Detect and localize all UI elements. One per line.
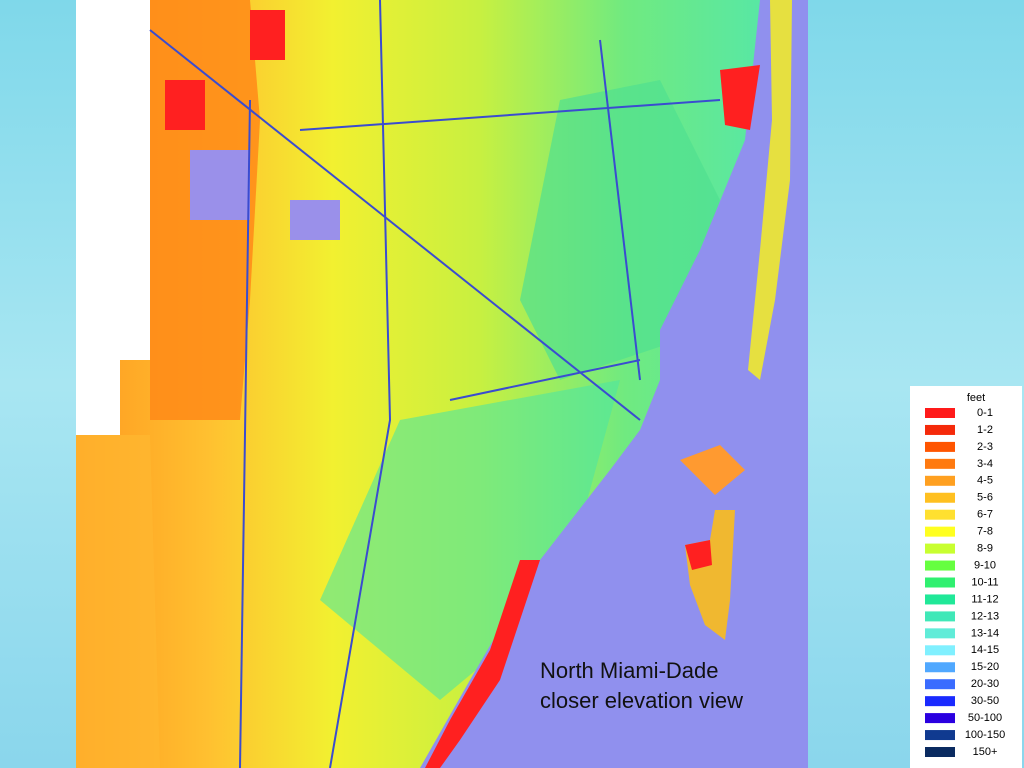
legend-label: 6-7 bbox=[977, 509, 993, 521]
legend-label: 7-8 bbox=[977, 526, 993, 538]
green-zone bbox=[520, 80, 720, 380]
lake bbox=[290, 200, 340, 240]
caption: North Miami-Dade bbox=[540, 658, 719, 683]
legend-label: 0-1 bbox=[977, 407, 993, 419]
legend-swatch bbox=[925, 747, 955, 757]
legend-swatch bbox=[925, 679, 955, 690]
legend-label: 50-100 bbox=[968, 712, 1002, 724]
legend-title: feet bbox=[967, 392, 985, 404]
green-south bbox=[320, 380, 620, 700]
legend-swatch bbox=[925, 475, 955, 486]
legend-label: 12-13 bbox=[971, 610, 999, 622]
legend-swatch bbox=[925, 441, 955, 452]
red-patch bbox=[165, 80, 205, 130]
legend-swatch bbox=[925, 509, 955, 520]
legend-label: 2-3 bbox=[977, 441, 993, 453]
legend-label: 20-30 bbox=[971, 678, 999, 690]
legend-label: 9-10 bbox=[974, 559, 996, 571]
legend-label: 15-20 bbox=[971, 661, 999, 673]
legend-swatch bbox=[925, 628, 955, 639]
legend-swatch bbox=[925, 730, 955, 741]
legend-label: 5-6 bbox=[977, 492, 993, 504]
legend-label: 150+ bbox=[973, 746, 998, 758]
red-patch bbox=[250, 10, 285, 60]
unmapped-area bbox=[76, 0, 150, 435]
legend-swatch bbox=[925, 611, 955, 622]
legend-swatch bbox=[925, 424, 955, 435]
legend-label: 30-50 bbox=[971, 695, 999, 707]
lake bbox=[190, 150, 250, 220]
legend-swatch bbox=[925, 577, 955, 588]
legend-swatch bbox=[925, 408, 955, 418]
legend-label: 1-2 bbox=[977, 424, 993, 436]
legend-label: 4-5 bbox=[977, 475, 993, 487]
legend-label: 14-15 bbox=[971, 644, 999, 656]
legend-label: 10-11 bbox=[971, 576, 998, 588]
barrier-island bbox=[748, 0, 792, 380]
canals bbox=[149, 0, 721, 768]
southwest bbox=[76, 435, 160, 768]
red-patch bbox=[720, 65, 760, 130]
legend-label: 8-9 bbox=[977, 543, 993, 555]
legend-swatch bbox=[925, 560, 955, 571]
legend-label: 11-12 bbox=[971, 593, 998, 605]
legend-swatch bbox=[925, 662, 955, 673]
legend-swatch bbox=[925, 526, 955, 537]
legend-swatch bbox=[925, 713, 955, 724]
legend-swatch bbox=[925, 696, 955, 707]
legend-label: 3-4 bbox=[977, 458, 993, 470]
legend-swatch bbox=[925, 543, 955, 554]
legend-swatch bbox=[925, 645, 955, 656]
legend-swatch bbox=[925, 458, 955, 469]
island bbox=[680, 445, 745, 495]
red-coast bbox=[425, 560, 540, 768]
legend-label: 100-150 bbox=[965, 729, 1005, 741]
legend: feet 0-1 1-2 2-3 3-4 4-5 5-6 6-7 7-8 8-9 9-10 10-1… bbox=[910, 386, 1022, 768]
legend-swatch bbox=[925, 492, 955, 503]
caption: closer elevation view bbox=[540, 688, 743, 713]
red-patch bbox=[685, 540, 712, 570]
map bbox=[76, 0, 808, 768]
legend-swatch bbox=[925, 594, 955, 605]
legend-label: 13-14 bbox=[971, 627, 999, 639]
